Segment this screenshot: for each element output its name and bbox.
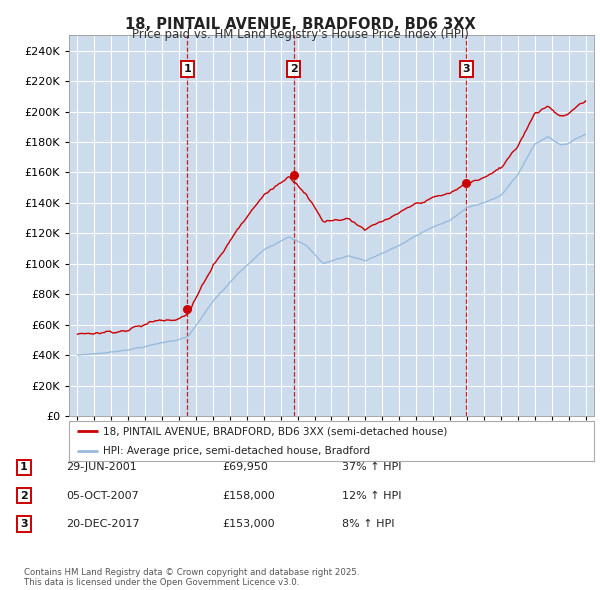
- Text: 2: 2: [20, 491, 28, 500]
- Text: 05-OCT-2007: 05-OCT-2007: [66, 491, 139, 500]
- Text: HPI: Average price, semi-detached house, Bradford: HPI: Average price, semi-detached house,…: [103, 447, 370, 456]
- Text: £158,000: £158,000: [222, 491, 275, 500]
- Text: 18, PINTAIL AVENUE, BRADFORD, BD6 3XX (semi-detached house): 18, PINTAIL AVENUE, BRADFORD, BD6 3XX (s…: [103, 427, 448, 436]
- Text: 12% ↑ HPI: 12% ↑ HPI: [342, 491, 401, 500]
- Text: £69,950: £69,950: [222, 463, 268, 472]
- Text: 29-JUN-2001: 29-JUN-2001: [66, 463, 137, 472]
- Text: Price paid vs. HM Land Registry's House Price Index (HPI): Price paid vs. HM Land Registry's House …: [131, 28, 469, 41]
- Text: 8% ↑ HPI: 8% ↑ HPI: [342, 519, 395, 529]
- Text: 1: 1: [20, 463, 28, 472]
- Text: 1: 1: [184, 64, 191, 74]
- Text: 3: 3: [20, 519, 28, 529]
- Text: 2: 2: [290, 64, 298, 74]
- Text: 3: 3: [463, 64, 470, 74]
- Text: 18, PINTAIL AVENUE, BRADFORD, BD6 3XX: 18, PINTAIL AVENUE, BRADFORD, BD6 3XX: [125, 17, 475, 31]
- Text: £153,000: £153,000: [222, 519, 275, 529]
- Text: 37% ↑ HPI: 37% ↑ HPI: [342, 463, 401, 472]
- Text: 20-DEC-2017: 20-DEC-2017: [66, 519, 140, 529]
- Text: Contains HM Land Registry data © Crown copyright and database right 2025.
This d: Contains HM Land Registry data © Crown c…: [24, 568, 359, 587]
